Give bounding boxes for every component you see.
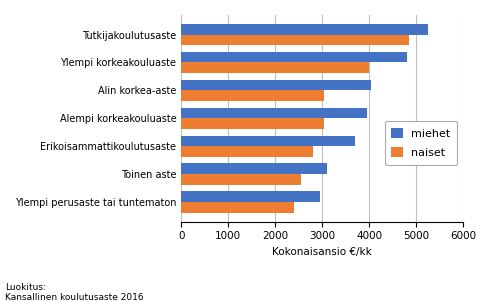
Bar: [181, 90, 325, 101]
Bar: [181, 118, 325, 129]
Text: Luokitus:
Kansallinen koulutusaste 2016: Luokitus: Kansallinen koulutusaste 2016: [5, 283, 143, 302]
Bar: [181, 163, 327, 174]
Bar: [181, 146, 313, 157]
Bar: [181, 80, 371, 90]
X-axis label: Kokonaisansio €/kk: Kokonaisansio €/kk: [273, 247, 372, 257]
Bar: [181, 174, 301, 185]
Bar: [181, 202, 294, 213]
Bar: [181, 34, 409, 45]
Bar: [181, 108, 367, 118]
Bar: [181, 52, 407, 63]
Legend: miehet, naiset: miehet, naiset: [385, 121, 458, 165]
Bar: [181, 191, 320, 202]
Bar: [181, 136, 355, 146]
Bar: [181, 63, 369, 73]
Bar: [181, 24, 428, 34]
